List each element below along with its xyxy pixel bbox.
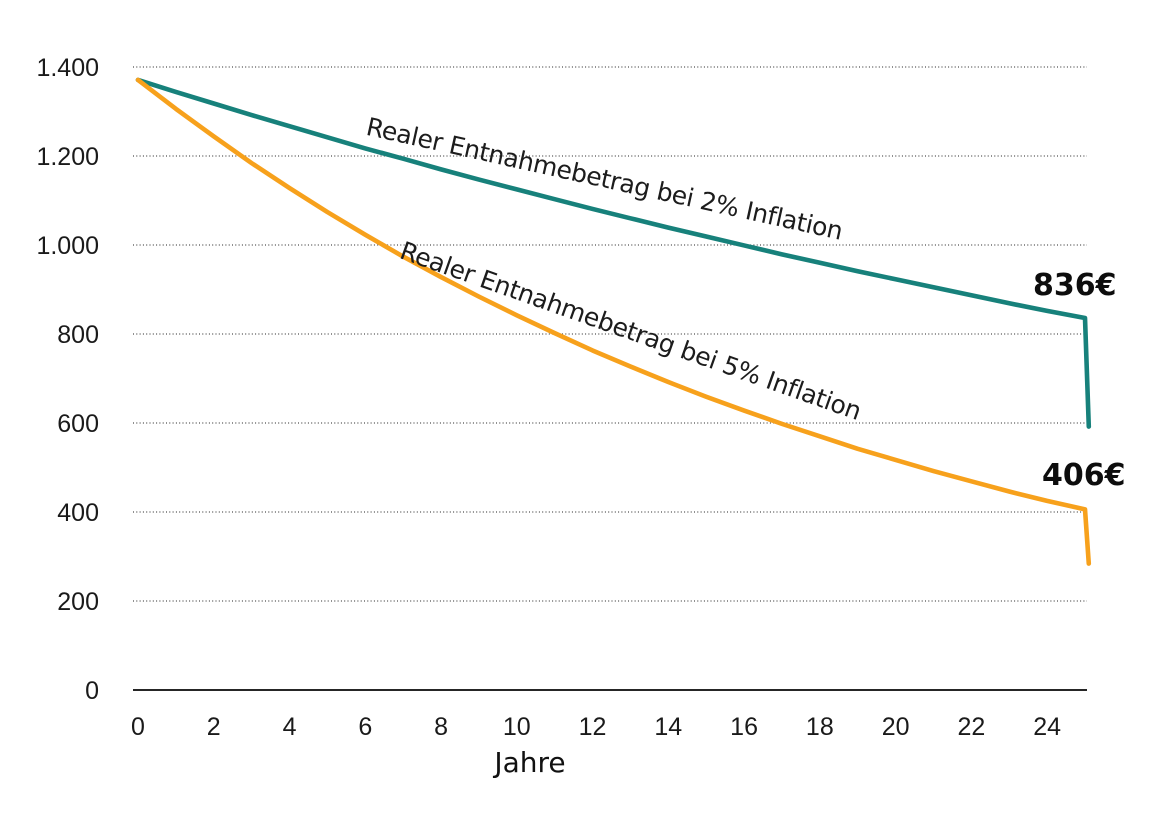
x-tick-label: 6 (358, 713, 372, 741)
x-tick-label: 20 (882, 713, 910, 741)
x-tick-label: 24 (1033, 713, 1061, 741)
end-value-label-5-percent: 406€ (1042, 458, 1126, 493)
x-tick-label: 14 (654, 713, 682, 741)
x-tick-label: 12 (579, 713, 607, 741)
end-value-label-2-percent: 836€ (1033, 268, 1117, 303)
y-tick-label: 1.400 (36, 54, 99, 82)
y-tick-label: 400 (57, 499, 99, 527)
x-tick-label: 22 (957, 713, 985, 741)
x-tick-label: 4 (283, 713, 297, 741)
series-line-5-percent-inflation (135, 77, 1092, 566)
series-line-2-percent-inflation (135, 77, 1092, 429)
y-tick-label: 1.200 (36, 143, 99, 171)
y-tick-label: 600 (57, 410, 99, 438)
y-tick-label: 800 (57, 321, 99, 349)
y-tick-label: 0 (85, 677, 99, 705)
x-tick-label: 10 (503, 713, 531, 741)
y-tick-label: 200 (57, 588, 99, 616)
x-axis-title: Jahre (494, 746, 566, 779)
x-tick-label: 8 (434, 713, 448, 741)
x-tick-label: 16 (730, 713, 758, 741)
x-tick-label: 0 (131, 713, 145, 741)
x-tick-label: 18 (806, 713, 834, 741)
y-tick-label: 1.000 (36, 232, 99, 260)
x-tick-label: 2 (207, 713, 221, 741)
